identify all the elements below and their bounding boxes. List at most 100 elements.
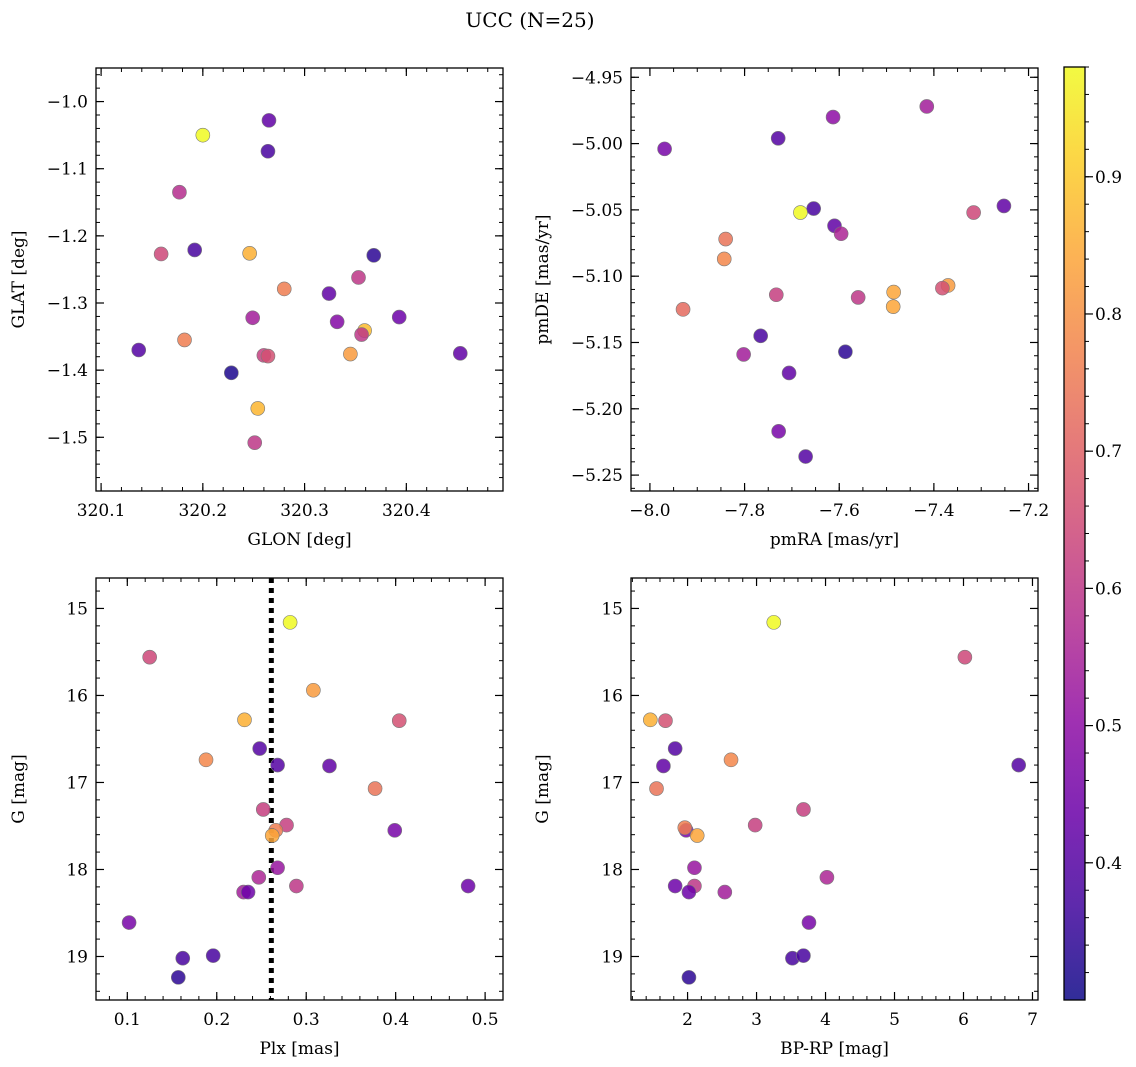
axes-frame bbox=[630, 577, 1039, 1001]
data-point bbox=[391, 309, 407, 325]
data-point bbox=[801, 915, 817, 930]
x-axis-label: pmRA [mas/yr] bbox=[770, 530, 899, 550]
y-tick-label: −1.3 bbox=[47, 294, 88, 314]
y-axis-label: G [mag] bbox=[533, 754, 553, 823]
data-point bbox=[255, 802, 271, 817]
panels: 320.1 320.2 320.3 320.4−1.0−1.1−1.2−1.3−1.4… bbox=[9, 67, 1049, 1059]
data-point bbox=[237, 712, 252, 728]
y-tick-label: −5.15 bbox=[571, 333, 623, 353]
y-tick-label: 19 bbox=[601, 947, 623, 967]
data-point bbox=[260, 348, 276, 364]
data-point bbox=[321, 286, 337, 301]
colorbar-tick-label: 0.9 bbox=[1095, 168, 1122, 188]
axes-frame bbox=[95, 67, 504, 492]
data-point bbox=[768, 287, 784, 303]
x-tick-label: −7.2 bbox=[1008, 501, 1049, 521]
data-point bbox=[656, 758, 671, 774]
data-point bbox=[289, 878, 304, 894]
data-point bbox=[736, 347, 751, 362]
data-point bbox=[966, 205, 981, 220]
data-point bbox=[306, 682, 321, 698]
colorbar-tick-label: 0.4 bbox=[1095, 854, 1122, 874]
data-point bbox=[177, 332, 192, 348]
colorbar-tick-label: 0.7 bbox=[1095, 442, 1122, 462]
colorbar-tick-label: 0.6 bbox=[1095, 579, 1122, 599]
y-tick-label: −5.10 bbox=[571, 267, 623, 287]
data-point bbox=[935, 280, 950, 296]
data-point bbox=[250, 401, 266, 416]
data-point bbox=[886, 284, 901, 300]
data-point bbox=[260, 143, 276, 159]
y-tick-label: −4.95 bbox=[571, 68, 623, 88]
y-tick-label: 19 bbox=[66, 947, 88, 967]
data-point bbox=[329, 314, 345, 330]
axes-frame bbox=[95, 577, 504, 1001]
data-point bbox=[919, 99, 935, 114]
data-point bbox=[770, 130, 786, 146]
colorbar-tick-label: 0.5 bbox=[1095, 717, 1122, 737]
data-point bbox=[251, 870, 267, 885]
data-point bbox=[643, 712, 658, 728]
colorbar-tick-label: 0.8 bbox=[1095, 305, 1122, 325]
y-tick-label: −5.00 bbox=[571, 135, 623, 155]
x-tick-label: 6 bbox=[958, 1010, 969, 1030]
data-point bbox=[187, 242, 202, 258]
y-axis-label: pmDE [mas/yr] bbox=[533, 214, 553, 344]
panel-bprp-g: 2 3 4 5 6 7 15 16 17 18 19 BP-RP [mag] G [mag] bbox=[533, 577, 1039, 1059]
x-axis-label: BP-RP [mag] bbox=[780, 1039, 889, 1059]
x-tick-label: 5 bbox=[889, 1010, 900, 1030]
data-point bbox=[1011, 757, 1026, 773]
data-point bbox=[687, 860, 702, 876]
data-point bbox=[366, 248, 382, 263]
data-point bbox=[452, 346, 468, 361]
data-point bbox=[657, 141, 672, 157]
x-tick-label: 0.4 bbox=[382, 1010, 409, 1030]
data-point bbox=[247, 435, 263, 450]
data-point bbox=[996, 198, 1012, 214]
data-point bbox=[367, 781, 383, 796]
data-point bbox=[205, 948, 221, 963]
y-tick-label: −1.1 bbox=[47, 160, 88, 180]
figure-title: UCC (N=25) bbox=[465, 8, 594, 32]
panel-pmra-pmde: −8.0 −7.8 −7.6 −7.4 −7.2 −4.95 −5.00 −5.05 −5.10… bbox=[533, 67, 1049, 550]
data-point bbox=[658, 713, 673, 728]
colorbar-gradient bbox=[1064, 67, 1085, 1000]
data-point bbox=[276, 281, 292, 297]
x-tick-label: 320.2 bbox=[179, 501, 228, 521]
data-point bbox=[121, 915, 137, 930]
data-point bbox=[885, 299, 901, 314]
y-tick-label: 17 bbox=[601, 773, 623, 793]
panel-glon-glat: 320.1 320.2 320.3 320.4 −1.0 −1.1 −1.2 −1.3 −1.4… bbox=[9, 67, 504, 550]
x-tick-label: −7.8 bbox=[724, 501, 765, 521]
x-tick-label: 7 bbox=[1027, 1010, 1038, 1030]
data-point bbox=[675, 302, 691, 317]
data-point bbox=[819, 870, 835, 885]
data-point bbox=[798, 449, 813, 464]
axes-frame bbox=[630, 67, 1039, 492]
data-point bbox=[677, 820, 693, 836]
y-tick-label: −5.20 bbox=[571, 400, 623, 420]
x-tick-label: 0.2 bbox=[203, 1010, 230, 1030]
data-point bbox=[667, 741, 683, 756]
data-point bbox=[718, 231, 733, 247]
data-point bbox=[351, 270, 366, 285]
y-tick-label: 17 bbox=[66, 773, 88, 793]
data-point bbox=[716, 251, 732, 267]
data-point bbox=[723, 752, 739, 768]
data-point bbox=[796, 948, 811, 963]
data-point bbox=[460, 878, 476, 894]
y-tick-label: −1.2 bbox=[47, 227, 88, 247]
data-point bbox=[198, 752, 214, 768]
data-point bbox=[838, 344, 853, 360]
data-point bbox=[649, 781, 664, 796]
data-point bbox=[717, 884, 733, 900]
data-point bbox=[142, 649, 157, 665]
data-point bbox=[354, 327, 369, 342]
data-point bbox=[261, 113, 277, 128]
data-point bbox=[242, 246, 257, 261]
panel-plx-g: 0.1 0.2 0.3 0.4 0.5 15 16 17 18 19 Plx [mas] G [mag… bbox=[9, 577, 504, 1059]
data-point bbox=[766, 615, 782, 630]
data-point bbox=[170, 970, 186, 985]
data-point bbox=[282, 615, 298, 630]
